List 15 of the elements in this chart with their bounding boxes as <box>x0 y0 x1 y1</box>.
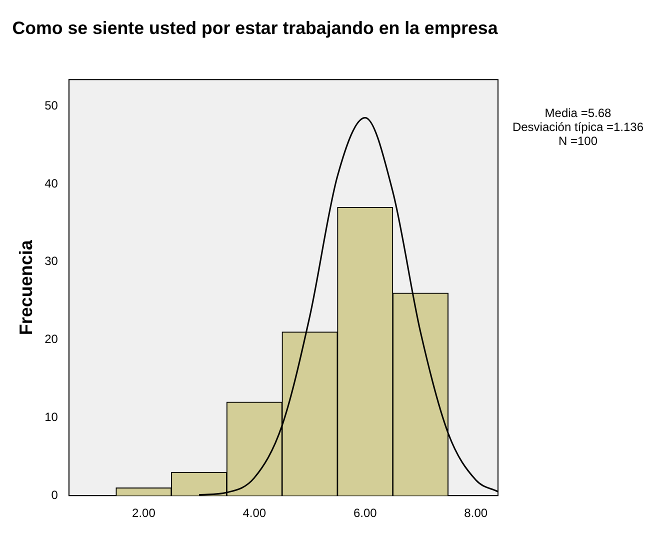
text: N =100 <box>557 134 599 148</box>
y-tick-label: 40 <box>44 176 58 190</box>
y-tick-label: 0 <box>51 488 58 502</box>
x-tick-label: 4.00 <box>242 506 266 520</box>
text: Desviación típica =1.136 <box>511 120 645 134</box>
y-tick-label: 50 <box>44 98 58 112</box>
y-tick-label: 10 <box>44 410 58 424</box>
x-tick-label: 2.00 <box>132 506 156 520</box>
chart-title: Como se siente usted por estar trabajando en la empresa <box>12 18 499 38</box>
x-tick-label: 8.00 <box>464 506 488 520</box>
y-tick-label: 20 <box>44 332 58 346</box>
text: Media =5.68 <box>544 106 612 120</box>
y-tick-label: 30 <box>44 254 58 268</box>
x-tick-label: 6.00 <box>353 506 378 520</box>
y-axis-title: Frecuencia <box>16 239 36 336</box>
